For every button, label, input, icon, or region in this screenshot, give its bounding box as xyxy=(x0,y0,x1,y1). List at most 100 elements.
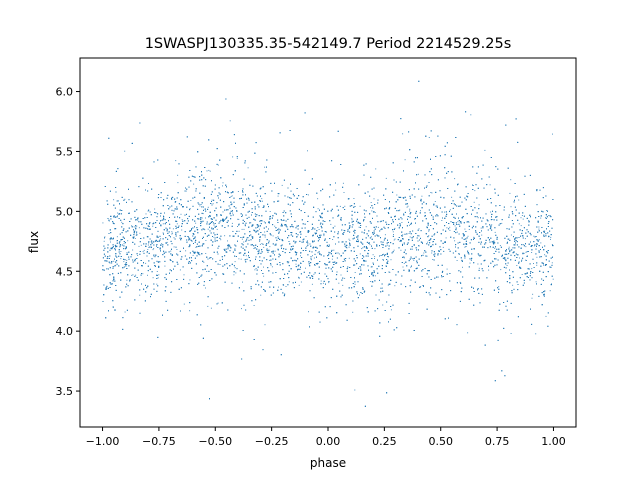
data-point xyxy=(189,208,191,209)
data-point xyxy=(351,217,353,219)
data-point xyxy=(257,253,259,255)
data-point xyxy=(382,304,384,306)
data-point xyxy=(322,282,324,284)
data-point xyxy=(313,257,315,259)
data-point xyxy=(394,227,396,229)
data-point xyxy=(375,168,377,170)
data-point xyxy=(205,217,206,219)
data-point xyxy=(138,227,140,229)
data-point xyxy=(253,305,255,306)
data-point xyxy=(259,243,261,245)
data-point xyxy=(526,255,528,257)
data-point xyxy=(172,228,174,230)
data-point xyxy=(243,241,245,243)
data-point xyxy=(152,249,154,251)
data-point xyxy=(185,250,187,252)
data-point xyxy=(488,269,490,271)
data-point xyxy=(254,269,256,271)
data-point xyxy=(333,249,335,251)
data-point xyxy=(110,241,111,243)
data-point xyxy=(164,265,166,267)
data-point xyxy=(402,266,404,268)
data-point xyxy=(306,245,308,247)
data-point xyxy=(153,255,155,257)
data-point xyxy=(203,261,205,263)
data-point xyxy=(443,250,445,252)
data-point xyxy=(320,280,322,282)
data-point xyxy=(335,189,337,191)
data-point xyxy=(158,274,160,276)
data-point xyxy=(142,251,144,253)
data-point xyxy=(263,275,265,277)
data-point xyxy=(377,226,379,228)
data-point xyxy=(272,235,274,237)
data-point xyxy=(222,182,224,184)
data-point xyxy=(205,240,207,241)
data-point xyxy=(135,234,137,236)
data-point xyxy=(348,246,350,248)
data-point xyxy=(195,246,197,248)
data-point xyxy=(524,238,526,240)
data-point xyxy=(188,262,190,264)
data-point xyxy=(288,281,290,283)
data-point xyxy=(313,273,315,275)
data-point xyxy=(255,268,257,269)
data-point xyxy=(135,274,137,276)
data-point xyxy=(162,223,164,225)
data-point xyxy=(404,159,406,161)
data-point xyxy=(428,230,430,232)
data-point xyxy=(132,249,134,251)
data-point xyxy=(550,238,551,240)
data-point xyxy=(238,258,240,260)
data-point xyxy=(173,237,175,239)
data-point xyxy=(393,249,395,251)
data-point xyxy=(176,223,178,225)
data-point xyxy=(500,269,502,271)
data-point xyxy=(216,228,218,230)
data-point xyxy=(508,246,510,248)
data-point xyxy=(348,238,350,240)
data-point xyxy=(274,250,276,252)
data-point xyxy=(263,246,265,248)
data-point xyxy=(359,294,360,296)
data-point xyxy=(456,260,458,261)
data-point xyxy=(370,236,372,238)
data-point xyxy=(116,236,118,238)
data-point xyxy=(342,182,344,184)
data-point xyxy=(124,150,126,152)
data-point xyxy=(148,246,150,248)
data-point xyxy=(183,274,185,276)
data-point xyxy=(434,201,436,202)
data-point xyxy=(261,198,263,200)
data-point xyxy=(417,173,419,175)
data-point xyxy=(123,261,125,263)
data-point xyxy=(544,230,546,232)
data-point xyxy=(148,242,150,244)
data-point xyxy=(143,249,145,251)
data-point xyxy=(407,205,409,207)
data-point xyxy=(179,269,181,271)
data-point xyxy=(393,234,394,235)
data-point xyxy=(431,252,433,254)
data-point xyxy=(477,217,479,219)
data-point xyxy=(383,253,384,255)
data-point xyxy=(180,213,182,215)
data-point xyxy=(161,243,163,245)
data-point xyxy=(156,283,158,285)
data-point xyxy=(423,252,425,254)
data-point xyxy=(437,253,439,255)
data-point xyxy=(238,230,240,232)
data-point xyxy=(278,227,280,229)
data-point xyxy=(201,217,203,219)
data-point xyxy=(394,285,396,287)
data-point xyxy=(319,223,321,225)
data-point xyxy=(183,303,185,305)
data-point xyxy=(317,252,319,254)
data-point xyxy=(501,222,503,224)
data-point xyxy=(488,239,490,241)
data-point xyxy=(307,150,308,152)
data-point xyxy=(473,201,475,203)
data-point xyxy=(145,262,147,264)
data-point xyxy=(525,251,527,253)
data-point xyxy=(241,238,243,240)
